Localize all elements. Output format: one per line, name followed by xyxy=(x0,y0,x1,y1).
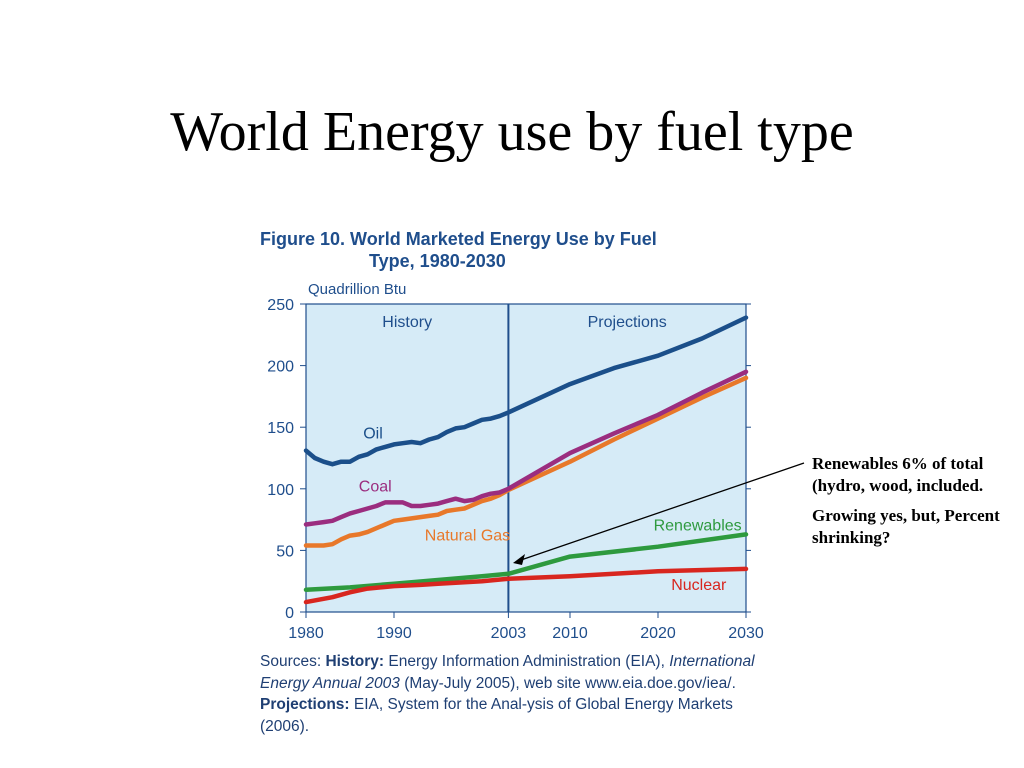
series-label-coal: Coal xyxy=(359,478,392,495)
y-tick-label: 250 xyxy=(267,297,294,314)
callout-arrow-head xyxy=(513,554,525,565)
series-line-natural-gas xyxy=(303,375,749,548)
series-line-coal xyxy=(303,369,749,527)
callout-text-2: Growing yes, but, Percent shrinking? xyxy=(812,506,1000,547)
figure-title-line2: Type, 1980-2030 xyxy=(369,251,506,271)
x-tick-label: 2020 xyxy=(640,625,676,642)
x-tick-label: 2010 xyxy=(552,625,588,642)
series-label-renewables: Renewables xyxy=(654,518,742,535)
series-line-renewables xyxy=(303,532,749,593)
x-tick-label: 2003 xyxy=(491,625,527,642)
y-tick-label: 150 xyxy=(267,420,294,437)
sources-history-text: Energy Information Administration (EIA), xyxy=(384,653,665,670)
x-tick-label: 1990 xyxy=(376,625,412,642)
y-tick-label: 0 xyxy=(285,605,294,622)
figure-sources: Sources: History: Energy Information Adm… xyxy=(260,651,770,737)
series-line-nuclear xyxy=(303,566,749,605)
series-label-oil: Oil xyxy=(363,425,383,442)
callout-text-1: Renewables 6% of total (hydro, wood, inc… xyxy=(812,454,984,495)
y-axis-units: Quadrillion Btu xyxy=(308,281,407,298)
plot-area xyxy=(305,303,747,613)
sources-prefix: Sources: xyxy=(260,653,326,670)
series-label-natural-gas: Natural Gas xyxy=(425,528,510,545)
region-label-projections: Projections xyxy=(588,314,667,331)
sources-publication: International Energy Annual 2003 xyxy=(260,653,755,692)
callout-annotation: Renewables 6% of total (hydro, wood, inc… xyxy=(812,453,1012,557)
y-tick-label: 100 xyxy=(267,482,294,499)
sources-projections-label: Projections: xyxy=(260,696,350,713)
sources-publication-rest: (May-July 2005), web site www.eia.doe.go… xyxy=(399,674,736,692)
region-label-history: History xyxy=(382,314,432,331)
callout-arrow-line xyxy=(520,462,805,561)
figure-title: Figure 10. World Marketed Energy Use by … xyxy=(260,228,760,272)
sources-projections-text: EIA, System for the Anal-ysis of Global … xyxy=(260,696,733,735)
x-tick-label: 1980 xyxy=(288,625,324,642)
series-label-nuclear: Nuclear xyxy=(671,577,727,594)
series-line-oil xyxy=(303,315,749,467)
figure-title-line1: Figure 10. World Marketed Energy Use by … xyxy=(260,229,657,249)
y-tick-label: 50 xyxy=(276,543,294,560)
y-tick-label: 200 xyxy=(267,359,294,376)
sources-history-label: History: xyxy=(325,653,385,670)
slide-title: World Energy use by fuel type xyxy=(170,101,854,163)
x-tick-label: 2030 xyxy=(728,625,764,642)
